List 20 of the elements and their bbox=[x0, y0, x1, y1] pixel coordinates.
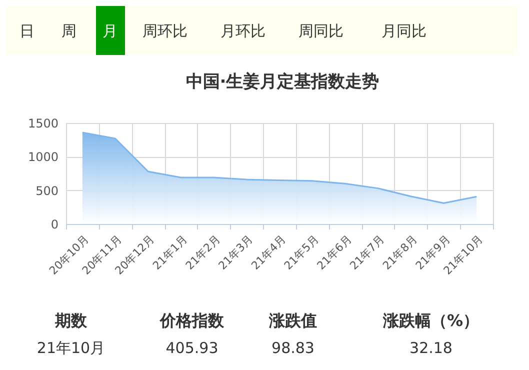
text: 周同比 bbox=[298, 22, 344, 40]
text: 月 bbox=[102, 22, 118, 40]
text: 32.18 bbox=[410, 339, 452, 357]
text: 期数 bbox=[54, 311, 88, 330]
chart-title: 中国·生姜月定基指数走势 bbox=[186, 71, 380, 92]
text: 月同比 bbox=[382, 22, 426, 40]
text: 405.93 bbox=[166, 339, 218, 357]
text: 周环比 bbox=[142, 22, 188, 40]
y-tick-label: 1000 bbox=[28, 150, 58, 164]
y-tick-label: 0 bbox=[50, 218, 58, 232]
text: 日 bbox=[20, 22, 34, 40]
text: 价格指数 bbox=[159, 311, 225, 330]
text: 月环比 bbox=[220, 22, 266, 40]
text: 周 bbox=[62, 22, 76, 40]
text: 98.83 bbox=[272, 339, 314, 357]
y-tick-label: 1500 bbox=[28, 116, 58, 130]
text: 涨跌值 bbox=[268, 311, 317, 330]
text: 涨跌幅（%） bbox=[382, 311, 480, 330]
y-tick-label: 500 bbox=[36, 184, 58, 198]
text: 21年10月 bbox=[36, 339, 106, 357]
